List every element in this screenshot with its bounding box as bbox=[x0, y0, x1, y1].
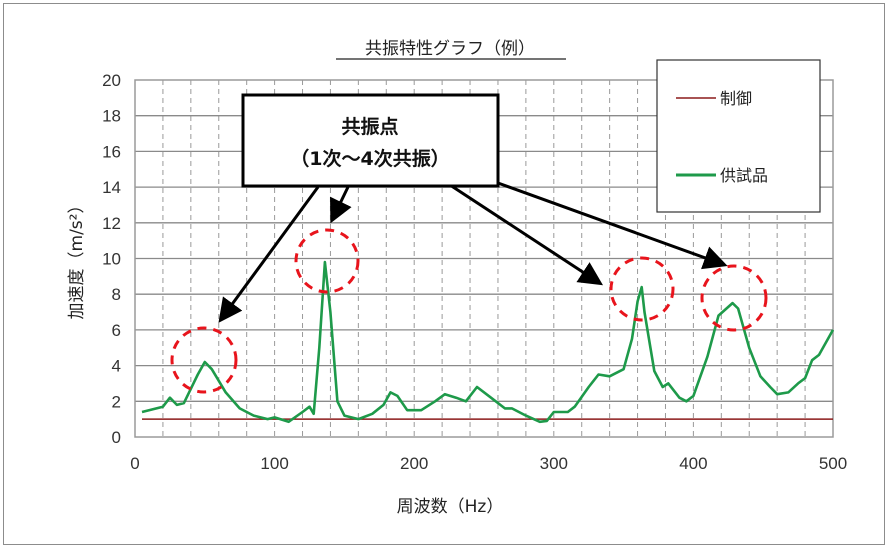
chart-frame bbox=[3, 3, 885, 545]
resonance-circle-2 bbox=[294, 228, 360, 294]
callout-line1: 共振点 bbox=[341, 115, 398, 138]
arrow-3 bbox=[449, 183, 604, 286]
y-axis-label: 加速度（m/s²） bbox=[67, 197, 87, 320]
callout-arrows bbox=[218, 181, 728, 323]
x-tick-label: 200 bbox=[400, 454, 428, 473]
y-tick-label: 2 bbox=[112, 392, 121, 411]
x-tick-label: 100 bbox=[260, 454, 288, 473]
resonance-circle-3 bbox=[609, 256, 675, 322]
resonance-circle-4 bbox=[700, 264, 768, 332]
callout-box bbox=[241, 93, 500, 188]
x-axis-label: 周波数（Hz） bbox=[397, 497, 504, 517]
y-tick-label: 16 bbox=[102, 142, 121, 161]
arrow-4 bbox=[497, 181, 728, 270]
y-tick-label: 14 bbox=[102, 178, 121, 197]
x-tick-label: 500 bbox=[819, 454, 847, 473]
y-tick-label: 0 bbox=[112, 428, 121, 447]
y-tick-label: 6 bbox=[112, 321, 121, 340]
series-group bbox=[141, 260, 835, 424]
y-tick-label: 10 bbox=[102, 250, 121, 269]
x-tick-label: 0 bbox=[130, 454, 139, 473]
y-tick-label: 8 bbox=[112, 285, 121, 304]
arrow-2 bbox=[330, 186, 352, 224]
y-tick-label: 12 bbox=[102, 214, 121, 233]
arrow-1 bbox=[218, 186, 320, 323]
x-tick-label: 300 bbox=[540, 454, 568, 473]
y-tick-label: 20 bbox=[102, 71, 121, 90]
legend-label-specimen: 供試品 bbox=[720, 166, 768, 185]
x-tick-label: 400 bbox=[679, 454, 707, 473]
plot-area bbox=[134, 79, 834, 438]
legend bbox=[656, 59, 821, 213]
y-tick-label: 18 bbox=[102, 107, 121, 126]
callout-line2: （1次～4次共振） bbox=[290, 147, 449, 170]
resonance-markers bbox=[170, 228, 768, 394]
legend-label-control: 制御 bbox=[720, 89, 752, 108]
y-tick-label: 4 bbox=[112, 357, 121, 376]
chart-title: 共振特性グラフ（例） bbox=[365, 39, 535, 59]
resonance-circle-1 bbox=[170, 326, 238, 394]
series-line-specimen bbox=[141, 260, 835, 424]
